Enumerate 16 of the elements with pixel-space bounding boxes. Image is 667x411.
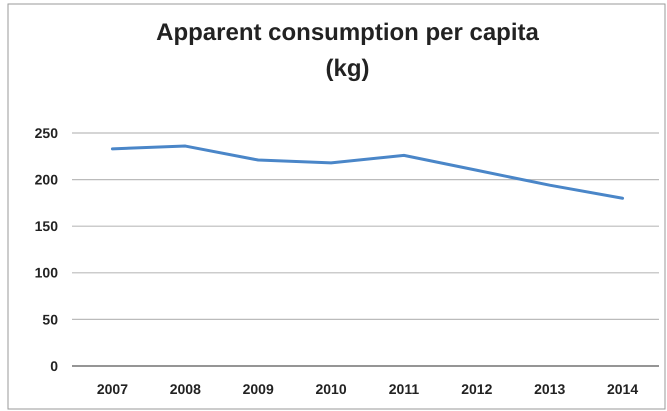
y-tick-label: 50 xyxy=(42,311,58,328)
line-series xyxy=(110,144,624,200)
x-tick-label: 2014 xyxy=(606,381,638,397)
y-tick-label: 0 xyxy=(50,358,58,374)
y-tick-label: 100 xyxy=(34,264,58,281)
x-tick-label: 2013 xyxy=(534,381,566,397)
x-tick-label: 2012 xyxy=(461,381,493,397)
y-tick-label: 200 xyxy=(34,172,58,188)
chart-title: Apparent consumption per capita (kg) xyxy=(156,19,540,82)
x-tick-label: 2011 xyxy=(388,381,420,397)
y-tick-label: 150 xyxy=(34,218,58,234)
x-tick-label: 2007 xyxy=(96,381,128,397)
x-tick-label: 2010 xyxy=(315,381,347,397)
x-tick-label: 2009 xyxy=(242,381,274,397)
y-tick-label: 250 xyxy=(34,124,58,141)
x-tick-label: 2008 xyxy=(170,381,202,397)
